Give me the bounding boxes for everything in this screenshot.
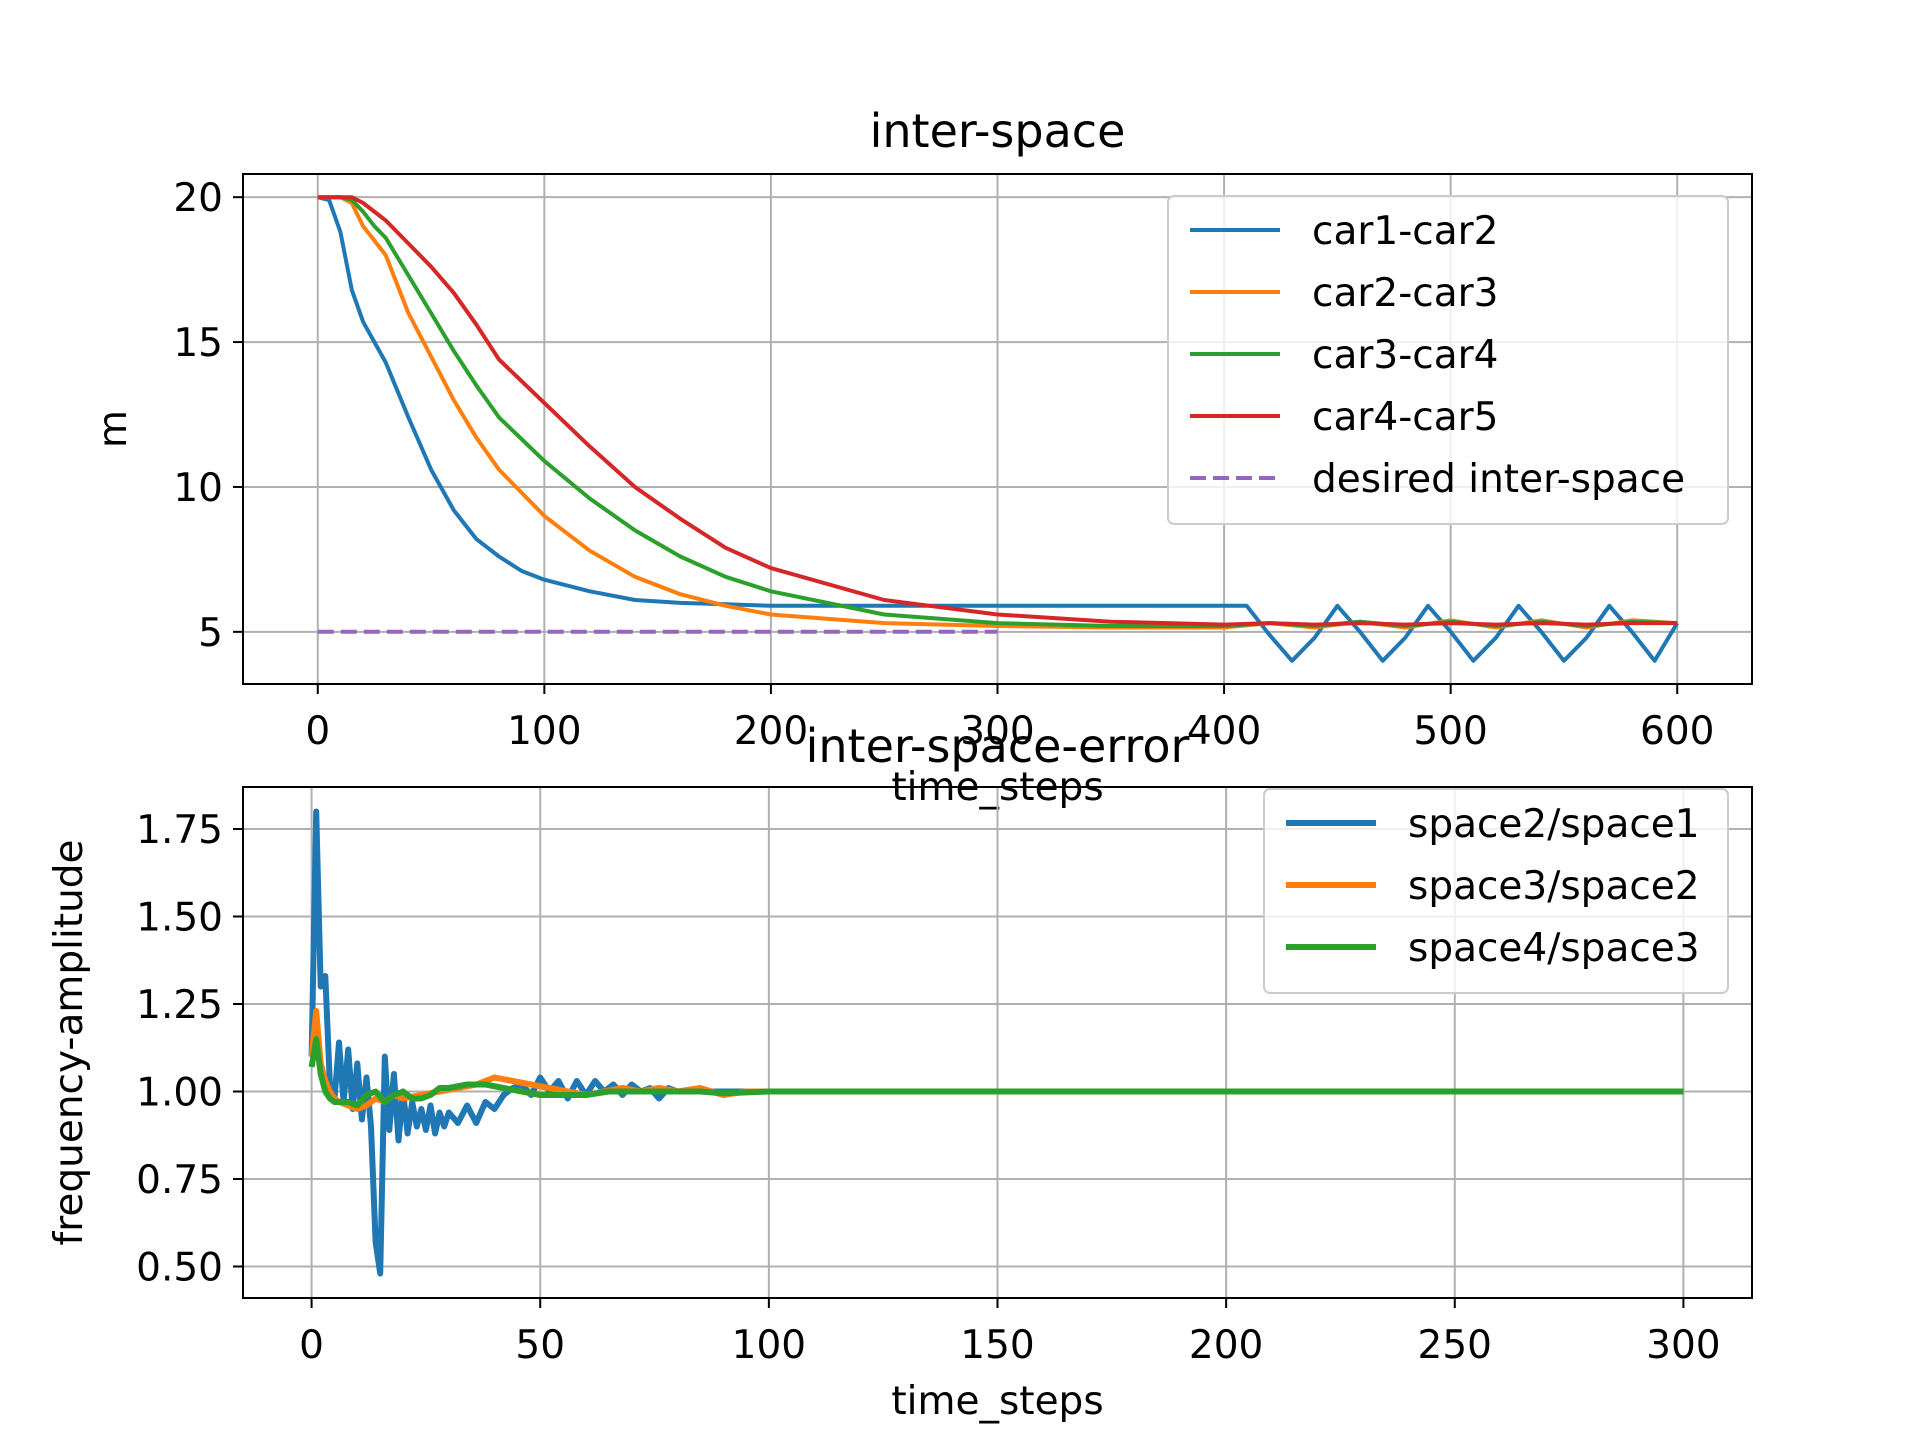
series-line-car1-car2 (317, 195, 1679, 663)
x-axis-label: time_steps (891, 1379, 1103, 1424)
series-group (317, 195, 1679, 663)
y-tick-label: 20 (173, 176, 223, 221)
legend-label: space4/space3 (1408, 926, 1700, 971)
x-tick-label: 0 (299, 1323, 324, 1368)
y-tick-label: 1.25 (136, 983, 223, 1028)
y-tick-label: 0.75 (136, 1158, 223, 1203)
legend-label: car2-car3 (1312, 271, 1498, 316)
x-tick-label: 100 (732, 1323, 806, 1368)
y-tick-label: 10 (173, 466, 223, 511)
legend: car1-car2 car2-car3 car3-car4 car4-car5 desi… (1167, 195, 1729, 525)
x-tick-label: 300 (1646, 1323, 1720, 1368)
y-tick-label: 1.50 (136, 896, 223, 941)
x-tick-label: 400 (1187, 709, 1261, 754)
y-tick-label: 5 (198, 611, 223, 656)
y-tick-label: 15 (173, 321, 223, 366)
x-tick-label: 200 (1189, 1323, 1263, 1368)
x-tick-label: 500 (1413, 709, 1487, 754)
legend-box (1167, 195, 1729, 525)
y-axis-label: m (91, 410, 136, 448)
legend-label: car4-car5 (1312, 395, 1498, 440)
y-tick-label: 1.00 (136, 1071, 223, 1116)
x-tick-label: 250 (1418, 1323, 1492, 1368)
legend-label: car3-car4 (1312, 333, 1498, 378)
x-tick-label: 300 (960, 709, 1034, 754)
chart-title: inter-space-error (806, 719, 1190, 773)
y-tick-label: 1.75 (136, 808, 223, 853)
series-line-car4-car5 (317, 195, 1678, 627)
chart-title: inter-space (870, 104, 1126, 158)
x-tick-label: 50 (515, 1323, 565, 1368)
legend-box (1263, 788, 1729, 994)
x-tick-label: 600 (1640, 709, 1714, 754)
x-tick-label: 200 (734, 709, 808, 754)
x-tick-label: 0 (305, 709, 330, 754)
y-tick-label: 0.50 (136, 1246, 223, 1291)
series-group (308, 808, 1684, 1277)
x-tick-label: 100 (507, 709, 581, 754)
legend-label: space2/space1 (1408, 802, 1700, 847)
series-line-space4-space3 (308, 1036, 1684, 1109)
inter-space-chart: 0 100 200 300 400 500 6005101520time_stepsmint… (91, 104, 1753, 810)
legend: space2/space1 space3/space2 space4/space3 (1263, 788, 1729, 994)
legend-label: space3/space2 (1408, 864, 1700, 909)
legend-label: desired inter-space (1312, 457, 1685, 502)
y-axis-label: frequency-amplitude (47, 839, 92, 1245)
inter-space-error-chart: 0 50 100 150 200 250 300 0.50 0.75 1.00 1.25 1.50 1.… (47, 719, 1753, 1424)
x-tick-label: 150 (960, 1323, 1034, 1368)
legend-label: car1-car2 (1312, 209, 1498, 254)
